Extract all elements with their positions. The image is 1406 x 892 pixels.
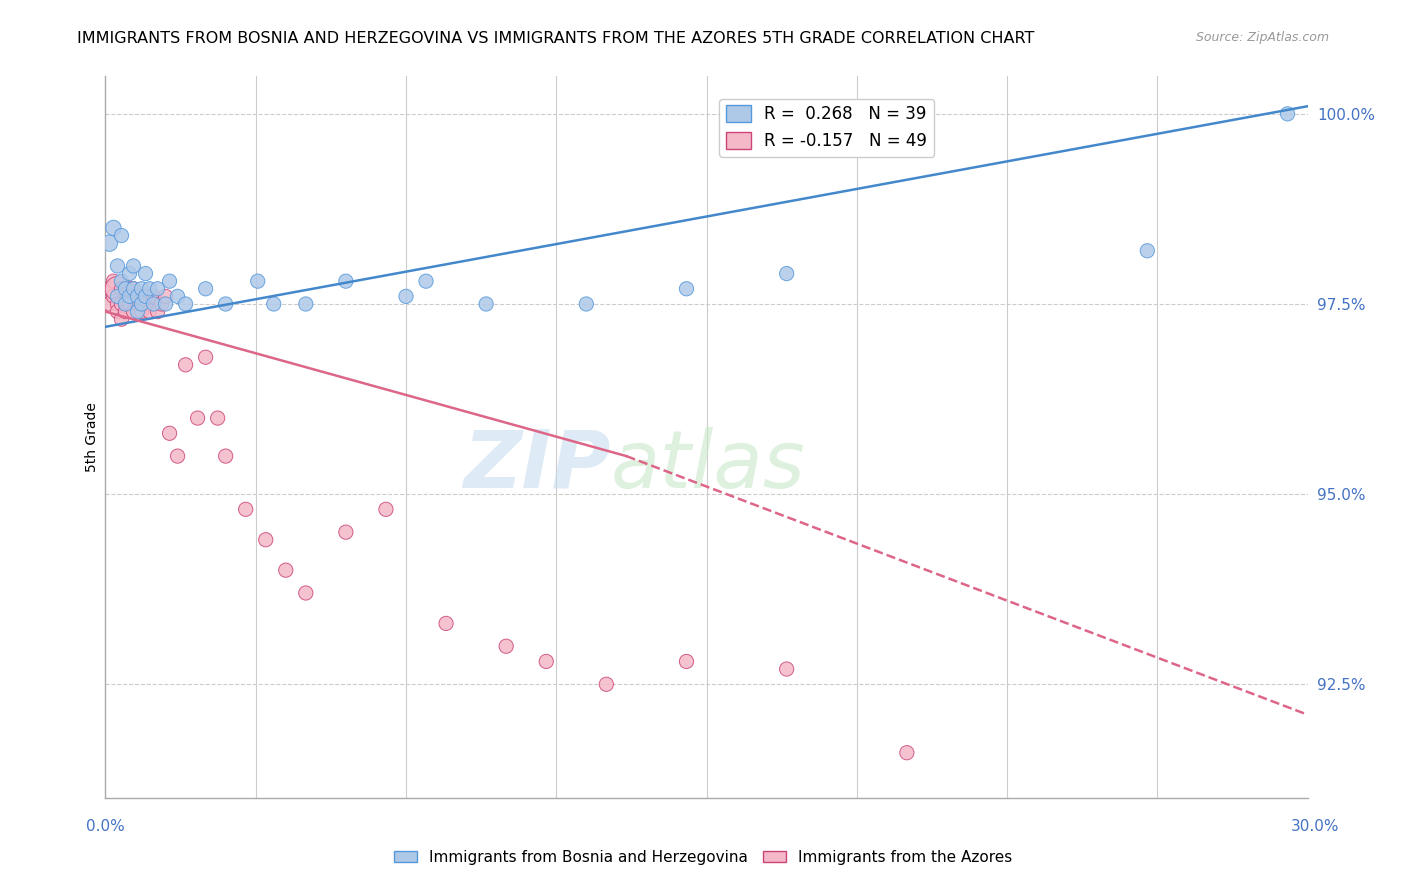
Point — [194, 282, 217, 296]
Point — [110, 228, 132, 243]
Text: 30.0%: 30.0% — [1291, 820, 1339, 834]
Point — [107, 259, 129, 273]
Point — [131, 282, 153, 296]
Point — [138, 304, 160, 318]
Point — [122, 282, 145, 296]
Point — [295, 297, 318, 311]
Point — [110, 282, 132, 296]
Point — [1136, 244, 1159, 258]
Point — [155, 289, 177, 303]
Text: 0.0%: 0.0% — [86, 820, 125, 834]
Point — [135, 267, 157, 281]
Point — [335, 525, 357, 540]
Point — [246, 274, 269, 288]
Point — [114, 297, 136, 311]
Point — [98, 282, 121, 296]
Point — [114, 304, 136, 318]
Point — [131, 304, 153, 318]
Point — [127, 289, 149, 303]
Point — [415, 274, 437, 288]
Point — [675, 655, 697, 669]
Point — [122, 259, 145, 273]
Point — [214, 297, 236, 311]
Point — [595, 677, 617, 691]
Point — [142, 297, 165, 311]
Legend: Immigrants from Bosnia and Herzegovina, Immigrants from the Azores: Immigrants from Bosnia and Herzegovina, … — [388, 844, 1018, 871]
Point — [110, 274, 132, 288]
Point — [127, 289, 149, 303]
Text: ZIP: ZIP — [463, 427, 610, 505]
Point — [295, 586, 318, 600]
Y-axis label: 5th Grade: 5th Grade — [84, 402, 98, 472]
Point — [146, 304, 169, 318]
Point — [575, 297, 598, 311]
Point — [263, 297, 285, 311]
Point — [118, 267, 141, 281]
Point — [110, 312, 132, 326]
Point — [166, 289, 188, 303]
Point — [146, 282, 169, 296]
Point — [107, 297, 129, 311]
Point — [776, 267, 799, 281]
Point — [142, 289, 165, 303]
Point — [127, 297, 149, 311]
Point — [107, 304, 129, 318]
Point — [103, 221, 125, 235]
Point — [122, 282, 145, 296]
Point — [135, 289, 157, 303]
Point — [138, 289, 160, 303]
Point — [274, 563, 297, 577]
Point — [495, 639, 517, 653]
Point — [107, 289, 129, 303]
Point — [98, 297, 121, 311]
Point — [187, 411, 209, 425]
Point — [174, 297, 197, 311]
Point — [536, 655, 558, 669]
Point — [159, 274, 181, 288]
Text: Source: ZipAtlas.com: Source: ZipAtlas.com — [1195, 31, 1329, 45]
Point — [131, 297, 153, 311]
Point — [103, 289, 125, 303]
Point — [174, 358, 197, 372]
Point — [150, 297, 173, 311]
Point — [675, 282, 697, 296]
Point — [335, 274, 357, 288]
Point — [434, 616, 457, 631]
Point — [395, 289, 418, 303]
Point — [207, 411, 229, 425]
Point — [155, 297, 177, 311]
Point — [214, 449, 236, 463]
Point — [122, 304, 145, 318]
Point — [475, 297, 498, 311]
Point — [138, 282, 160, 296]
Point — [110, 297, 132, 311]
Point — [118, 297, 141, 311]
Point — [1277, 107, 1299, 121]
Text: IMMIGRANTS FROM BOSNIA AND HERZEGOVINA VS IMMIGRANTS FROM THE AZORES 5TH GRADE C: IMMIGRANTS FROM BOSNIA AND HERZEGOVINA V… — [77, 31, 1035, 46]
Point — [118, 282, 141, 296]
Point — [159, 426, 181, 441]
Point — [127, 304, 149, 318]
Point — [114, 282, 136, 296]
Point — [114, 282, 136, 296]
Legend: R =  0.268   N = 39, R = -0.157   N = 49: R = 0.268 N = 39, R = -0.157 N = 49 — [720, 99, 934, 157]
Point — [107, 282, 129, 296]
Point — [166, 449, 188, 463]
Point — [135, 289, 157, 303]
Point — [235, 502, 257, 516]
Point — [103, 274, 125, 288]
Point — [131, 297, 153, 311]
Point — [114, 297, 136, 311]
Point — [135, 297, 157, 311]
Point — [254, 533, 277, 547]
Point — [98, 236, 121, 251]
Point — [896, 746, 918, 760]
Point — [375, 502, 398, 516]
Point — [118, 289, 141, 303]
Text: atlas: atlas — [610, 427, 806, 505]
Point — [194, 350, 217, 364]
Point — [776, 662, 799, 676]
